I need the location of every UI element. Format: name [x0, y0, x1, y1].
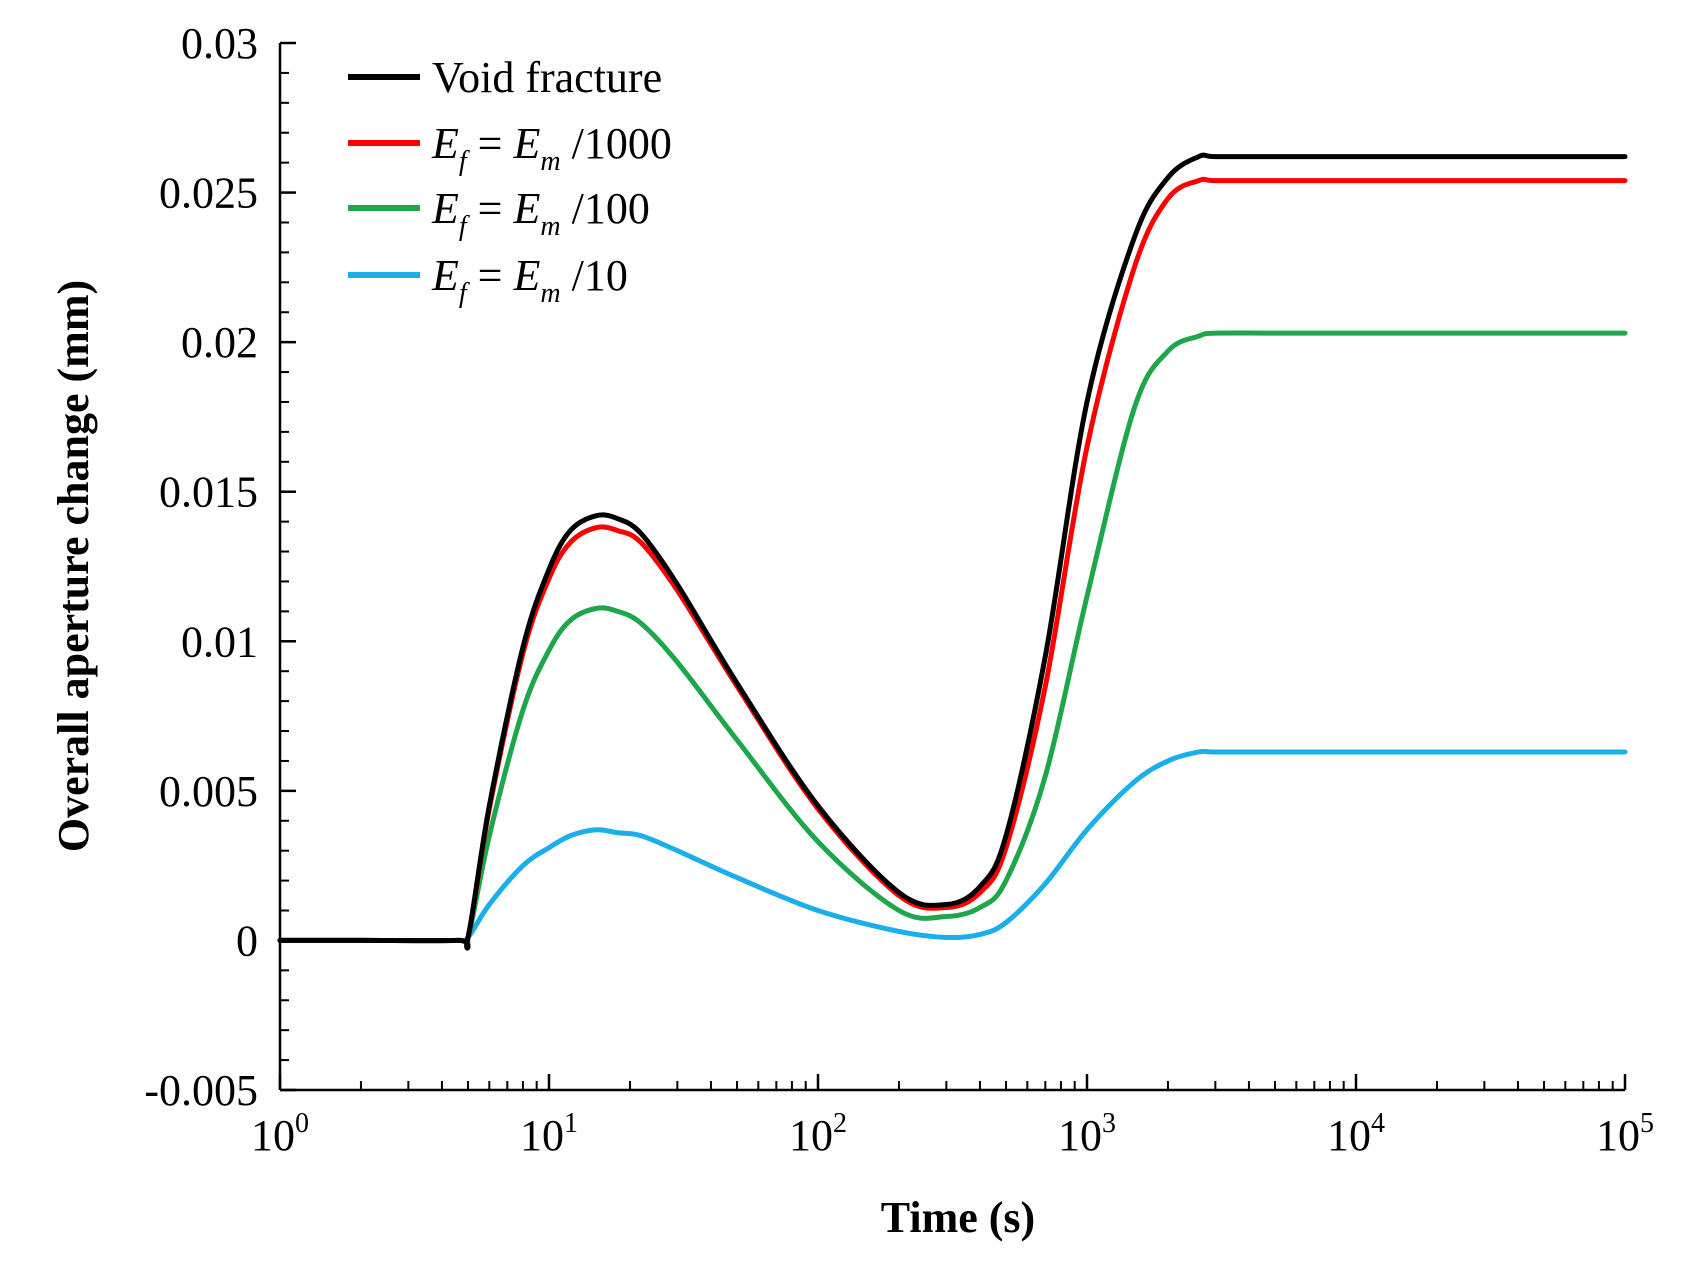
x-tick-label: 103	[1058, 1108, 1116, 1160]
legend: Void fracture Ef = Em /1000 Ef = Em /100 Ef…	[348, 53, 672, 309]
y-tick-label: 0.005	[159, 767, 258, 816]
x-tick-label: 100	[251, 1108, 309, 1160]
ticks-layer	[278, 41, 1627, 1092]
legend-label: Ef = Em /100	[431, 184, 650, 242]
axes-layer	[278, 43, 1625, 1092]
x-tick-label: 105	[1596, 1108, 1654, 1160]
y-tick-label: 0.025	[159, 169, 258, 218]
y-tick-label: 0.02	[181, 318, 258, 367]
x-axis-title: Time (s)	[881, 1193, 1035, 1242]
x-tick-label: 102	[789, 1108, 847, 1160]
legend-label: Ef = Em /10	[431, 251, 628, 309]
x-tick-label: 101	[520, 1108, 578, 1160]
series-line-4	[277, 748, 1628, 944]
y-tick-label: 0.01	[181, 617, 258, 666]
y-tick-label: 0	[236, 916, 258, 965]
y-tick-label: 0.015	[159, 468, 258, 517]
series-line-1	[277, 152, 1628, 951]
x-tick-label: 104	[1327, 1108, 1385, 1160]
y-tick-label: 0.03	[181, 19, 258, 68]
labels-layer: -0.005 0 0.005 0.01 0.015 0.02 0.025 0.03 100 101…	[144, 19, 1654, 1160]
series-line-3	[277, 330, 1628, 949]
legend-label: Ef = Em /1000	[431, 119, 672, 177]
series-layer	[277, 152, 1628, 951]
y-axis-title: Overall aperture change (mm)	[49, 280, 98, 852]
legend-label: Void fracture	[432, 53, 662, 102]
y-tick-label: -0.005	[144, 1066, 258, 1115]
